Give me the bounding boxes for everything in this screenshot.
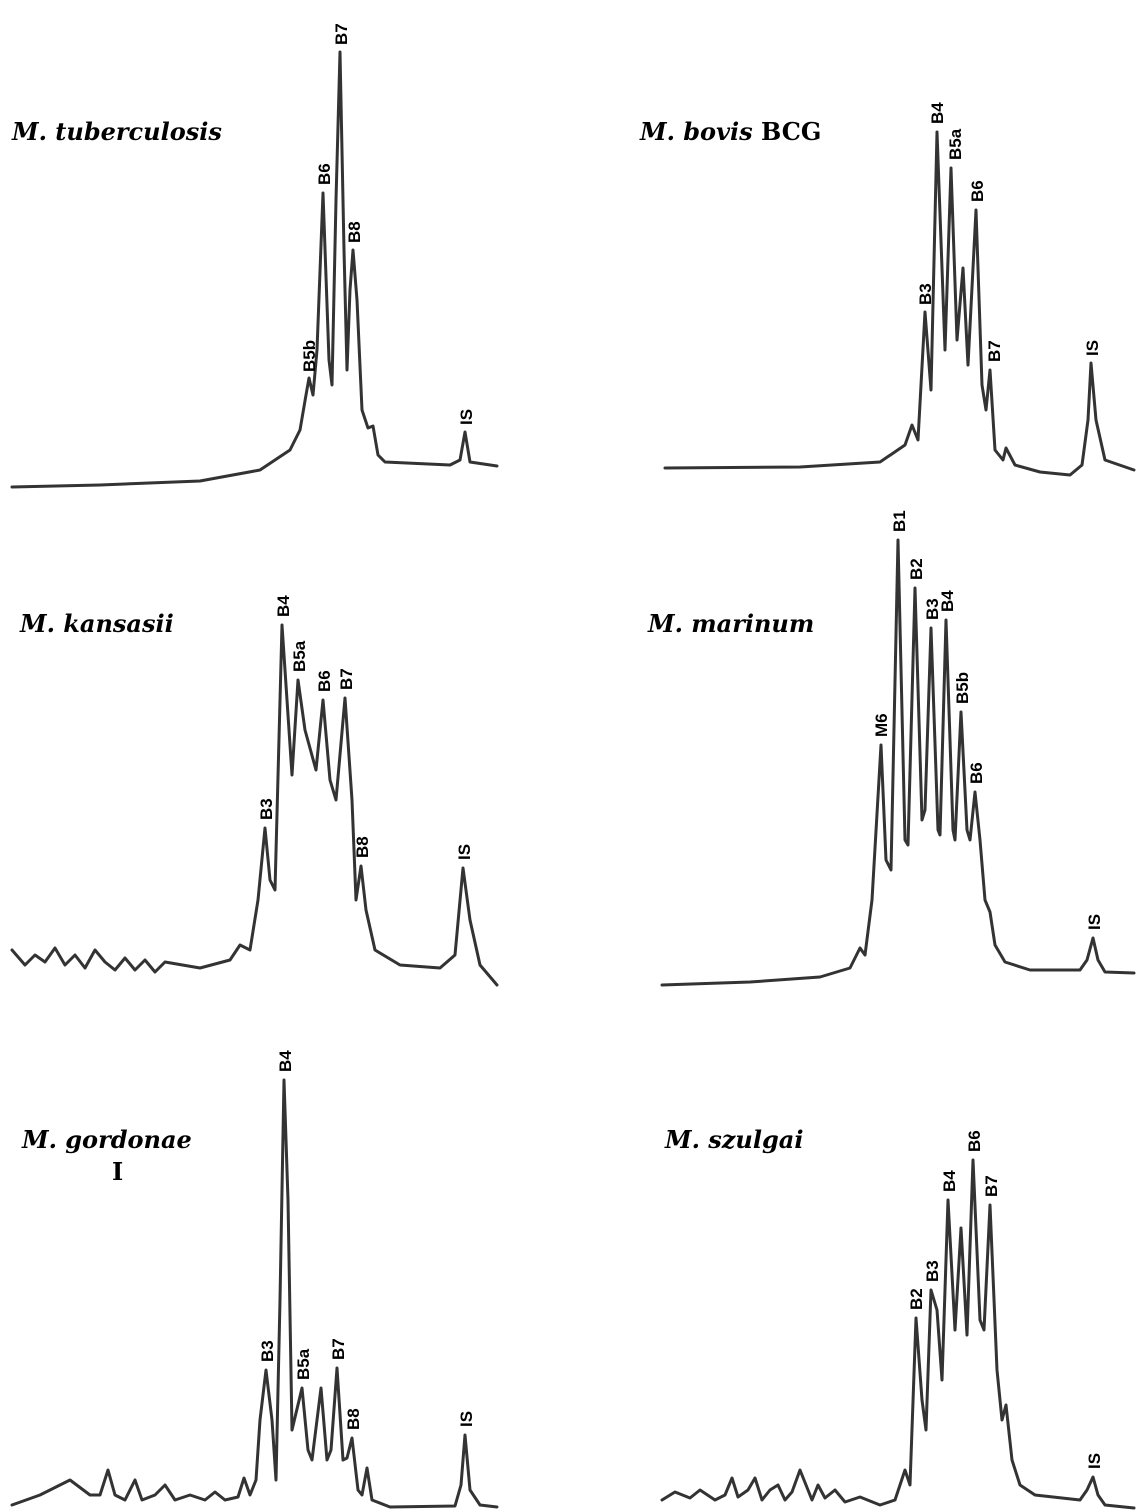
strain: BCG	[761, 117, 821, 146]
peak-label: B7	[329, 1338, 348, 1360]
peak-label: B3	[923, 1260, 942, 1282]
peak-label: IS	[455, 844, 474, 860]
species-title: M. tuberculosis	[11, 117, 222, 146]
peak-label: M6	[872, 713, 891, 737]
peak-label: B5a	[946, 128, 965, 160]
species-title: M. szulgai	[664, 1125, 803, 1154]
species-name: M. bovis	[639, 117, 753, 146]
peak-label: B4	[938, 590, 957, 612]
peak-label: B8	[353, 836, 372, 858]
peak-label: B7	[337, 668, 356, 690]
peak-label: B7	[985, 340, 1004, 362]
species-title: M. kansasii	[19, 609, 174, 638]
species-title: M. marinum	[647, 609, 814, 638]
peak-label: B6	[968, 180, 987, 202]
peak-label: B3	[258, 1340, 277, 1362]
trace	[10, 50, 499, 489]
peak-label: B6	[315, 670, 334, 692]
peak-label: B4	[274, 595, 293, 617]
peak-label: B4	[928, 102, 947, 124]
peak-label: B5b	[953, 672, 972, 704]
trace	[660, 1158, 1136, 1510]
peak-label: IS	[457, 1411, 476, 1427]
peak-label: B4	[276, 1050, 295, 1072]
peak-label: B5a	[290, 640, 309, 672]
peak-label: B6	[965, 1130, 984, 1152]
peak-label: B2	[907, 558, 926, 580]
peak-label: B1	[890, 510, 909, 532]
mark: I	[112, 1157, 123, 1186]
peak-label: B3	[923, 598, 942, 620]
peak-label: B8	[344, 1408, 363, 1430]
peak-label: B7	[332, 23, 351, 45]
species-title: M. gordonae	[21, 1125, 192, 1154]
peak-label: B6	[315, 163, 334, 185]
peak-label: B5b	[300, 340, 319, 372]
species-title: M. bovis BCG	[639, 117, 821, 146]
peak-label: IS	[457, 409, 476, 425]
peak-label: B5a	[294, 1348, 313, 1380]
peak-label: B4	[940, 1170, 959, 1192]
trace	[660, 538, 1136, 987]
peak-label: B8	[345, 221, 364, 243]
peak-label: B3	[257, 798, 276, 820]
trace	[10, 1078, 499, 1509]
peak-label: IS	[1085, 914, 1104, 930]
peak-label: B2	[907, 1288, 926, 1310]
peak-label: IS	[1085, 1453, 1104, 1469]
trace	[10, 623, 499, 987]
peak-label: IS	[1083, 340, 1102, 356]
peak-label: B7	[982, 1175, 1001, 1197]
peak-label: B3	[916, 283, 935, 305]
trace	[663, 130, 1136, 477]
peak-label: B6	[967, 762, 986, 784]
